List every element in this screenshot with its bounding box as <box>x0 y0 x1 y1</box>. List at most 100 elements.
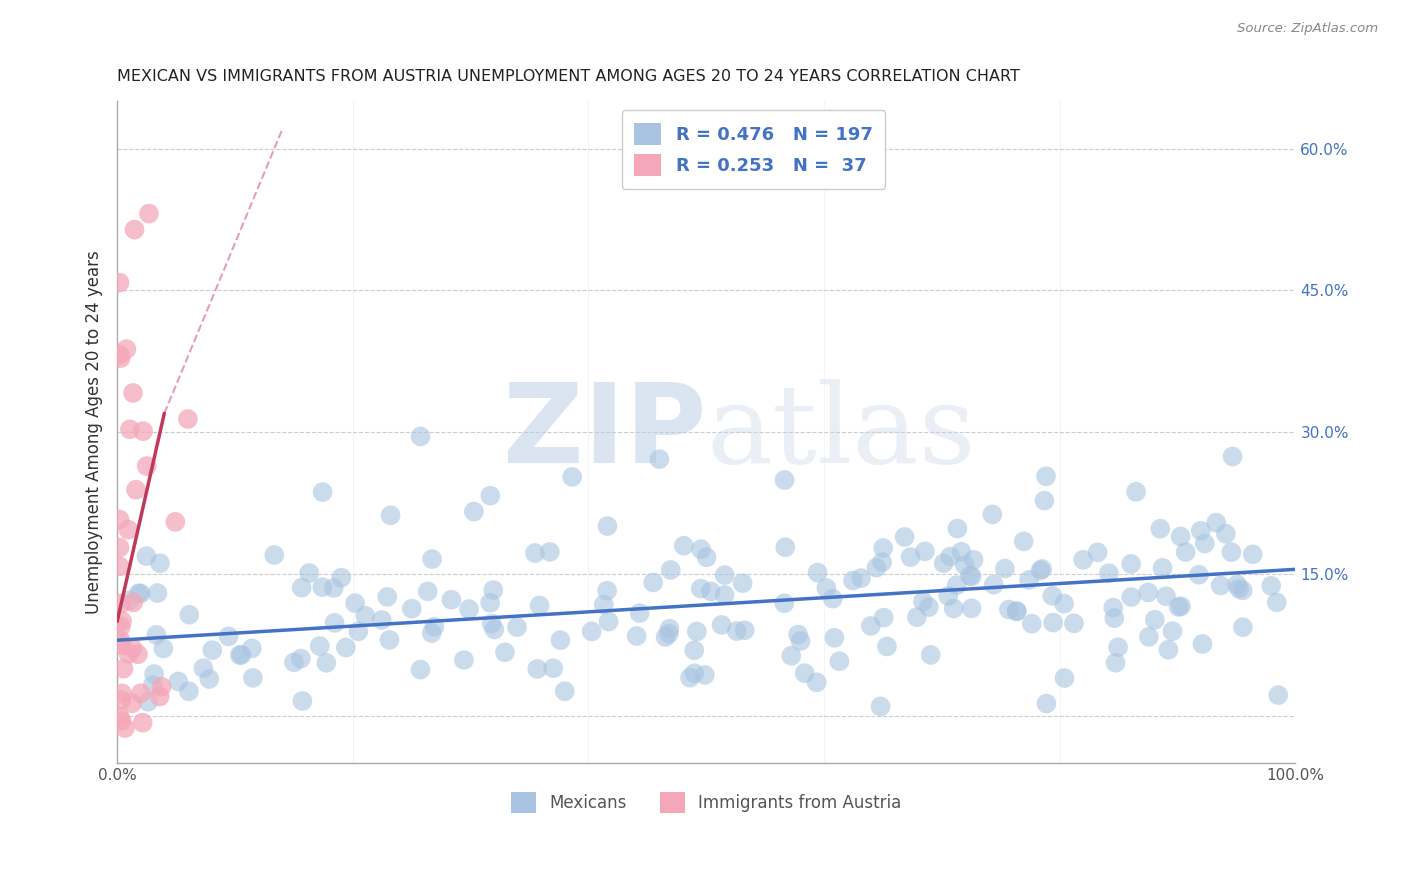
Point <box>479 596 502 610</box>
Point <box>1104 656 1126 670</box>
Point <box>177 412 200 426</box>
Point <box>918 600 941 615</box>
Point <box>1174 545 1197 559</box>
Y-axis label: Unemployment Among Ages 20 to 24 years: Unemployment Among Ages 20 to 24 years <box>86 251 103 614</box>
Point <box>198 672 221 686</box>
Point <box>311 485 333 500</box>
Point <box>679 671 702 685</box>
Point <box>416 584 439 599</box>
Point <box>142 678 165 692</box>
Point <box>112 662 135 676</box>
Point <box>1121 590 1143 604</box>
Point <box>914 544 936 558</box>
Point <box>111 714 134 728</box>
Point <box>344 596 367 610</box>
Point <box>145 628 167 642</box>
Point <box>1205 516 1227 530</box>
Point <box>1005 604 1028 618</box>
Point <box>135 458 157 473</box>
Point <box>713 588 735 602</box>
Point <box>152 641 174 656</box>
Point <box>946 522 969 536</box>
Point <box>1087 545 1109 559</box>
Point <box>1053 671 1076 685</box>
Point <box>283 655 305 669</box>
Point <box>453 653 475 667</box>
Point <box>554 684 576 698</box>
Point <box>1232 583 1254 598</box>
Point <box>132 424 155 438</box>
Point <box>110 620 132 634</box>
Point <box>149 690 172 704</box>
Point <box>773 473 796 487</box>
Point <box>1157 642 1180 657</box>
Point <box>179 607 201 622</box>
Point <box>1029 564 1052 578</box>
Point <box>143 667 166 681</box>
Point <box>962 553 984 567</box>
Point <box>869 699 891 714</box>
Point <box>1035 697 1057 711</box>
Point <box>581 624 603 639</box>
Point <box>108 559 131 574</box>
Point <box>121 697 143 711</box>
Point <box>1222 450 1244 464</box>
Point <box>409 663 432 677</box>
Point <box>1143 613 1166 627</box>
Point <box>1137 630 1160 644</box>
Point <box>960 569 983 583</box>
Point <box>121 641 143 656</box>
Point <box>998 602 1021 616</box>
Point <box>900 550 922 565</box>
Point <box>1227 582 1250 596</box>
Point <box>1170 529 1192 543</box>
Point <box>420 626 443 640</box>
Point <box>654 630 676 644</box>
Point <box>1125 484 1147 499</box>
Point <box>201 643 224 657</box>
Point <box>409 429 432 443</box>
Point <box>911 594 934 608</box>
Point <box>479 489 502 503</box>
Legend: Mexicans, Immigrants from Austria: Mexicans, Immigrants from Austria <box>503 784 910 821</box>
Point <box>828 654 851 668</box>
Point <box>683 666 706 681</box>
Point <box>994 561 1017 575</box>
Point <box>865 560 887 574</box>
Point <box>111 614 134 628</box>
Point <box>298 566 321 580</box>
Point <box>129 686 152 700</box>
Point <box>108 276 131 290</box>
Point <box>693 668 716 682</box>
Point <box>135 549 157 564</box>
Text: ZIP: ZIP <box>503 379 706 486</box>
Point <box>981 508 1004 522</box>
Point <box>1098 566 1121 581</box>
Point <box>111 596 134 610</box>
Point <box>734 624 756 638</box>
Point <box>291 581 314 595</box>
Point <box>787 627 810 641</box>
Point <box>110 693 132 707</box>
Point <box>231 648 253 662</box>
Point <box>1170 599 1192 614</box>
Point <box>538 545 561 559</box>
Point <box>117 523 139 537</box>
Point <box>108 348 131 362</box>
Point <box>550 633 572 648</box>
Point <box>378 632 401 647</box>
Point <box>127 647 149 661</box>
Point <box>150 680 173 694</box>
Point <box>815 581 838 595</box>
Point <box>1071 553 1094 567</box>
Point <box>315 656 337 670</box>
Point <box>690 542 713 557</box>
Point <box>242 671 264 685</box>
Point <box>920 648 942 662</box>
Point <box>165 515 187 529</box>
Point <box>458 602 481 616</box>
Point <box>323 615 346 630</box>
Point <box>420 552 443 566</box>
Point <box>1040 589 1063 603</box>
Point <box>117 647 139 661</box>
